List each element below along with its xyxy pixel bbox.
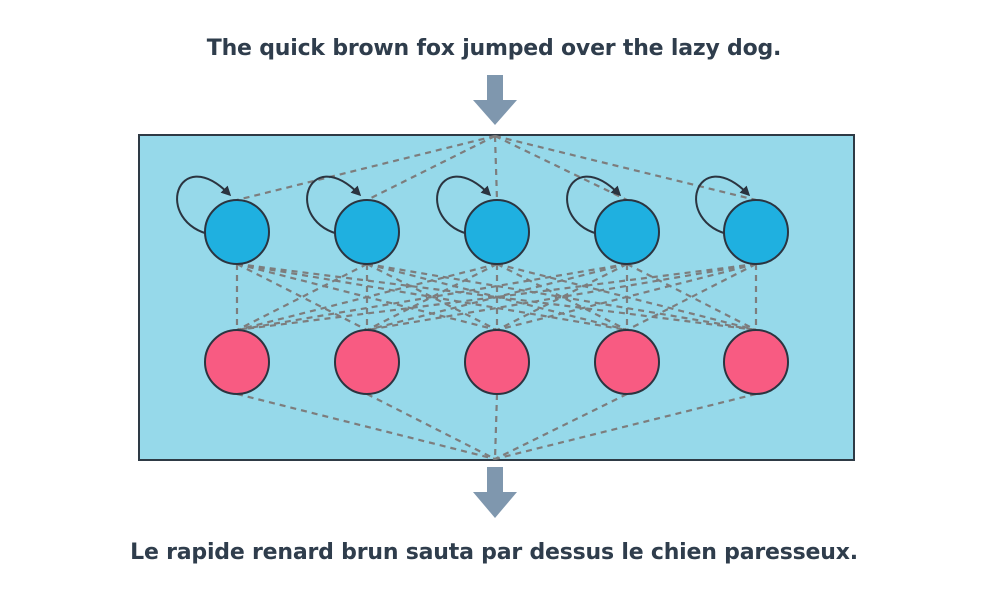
layer-connection [366, 263, 498, 331]
input-connection [494, 134, 757, 202]
recurrent-loop-arrow [176, 175, 232, 236]
layer-connection [496, 262, 757, 332]
recurrent-loop-arrow [695, 175, 751, 236]
output-node [594, 329, 660, 395]
output-connection [494, 393, 628, 460]
recurrent-node [594, 199, 660, 265]
recurrent-node [723, 199, 789, 265]
layer-connection [236, 263, 368, 331]
layer-connection [236, 262, 498, 332]
output-arrow [473, 467, 517, 518]
output-connection [366, 393, 496, 460]
recurrent-node [334, 199, 400, 265]
recurrent-loop-arrow [436, 175, 492, 236]
input-connection [236, 134, 496, 202]
layer-connection [496, 263, 628, 331]
recurrent-node [204, 199, 270, 265]
output-node [464, 329, 530, 395]
recurrent-node [464, 199, 530, 265]
layer-connection [496, 263, 628, 331]
recurrent-loops [176, 175, 751, 236]
connections [235, 134, 758, 461]
recurrent-loop-arrow [306, 175, 362, 236]
output-node [204, 329, 270, 395]
output-node [334, 329, 400, 395]
input-connection [494, 135, 628, 201]
output-connection [494, 392, 757, 461]
input-connection [366, 135, 496, 201]
layer-connection [366, 262, 628, 332]
layer-connection [626, 263, 757, 331]
input-arrow [473, 75, 517, 125]
output-connection [236, 392, 496, 461]
layer-connection [366, 263, 498, 331]
nodes [204, 199, 789, 395]
output-node [723, 329, 789, 395]
recurrent-loop-arrow [566, 175, 622, 236]
input-sentence: The quick brown fox jumped over the lazy… [206, 36, 782, 61]
output-sentence: Le rapide renard brun sauta par dessus l… [130, 540, 858, 565]
layer-connection [626, 263, 757, 331]
layer-connection [236, 263, 368, 331]
